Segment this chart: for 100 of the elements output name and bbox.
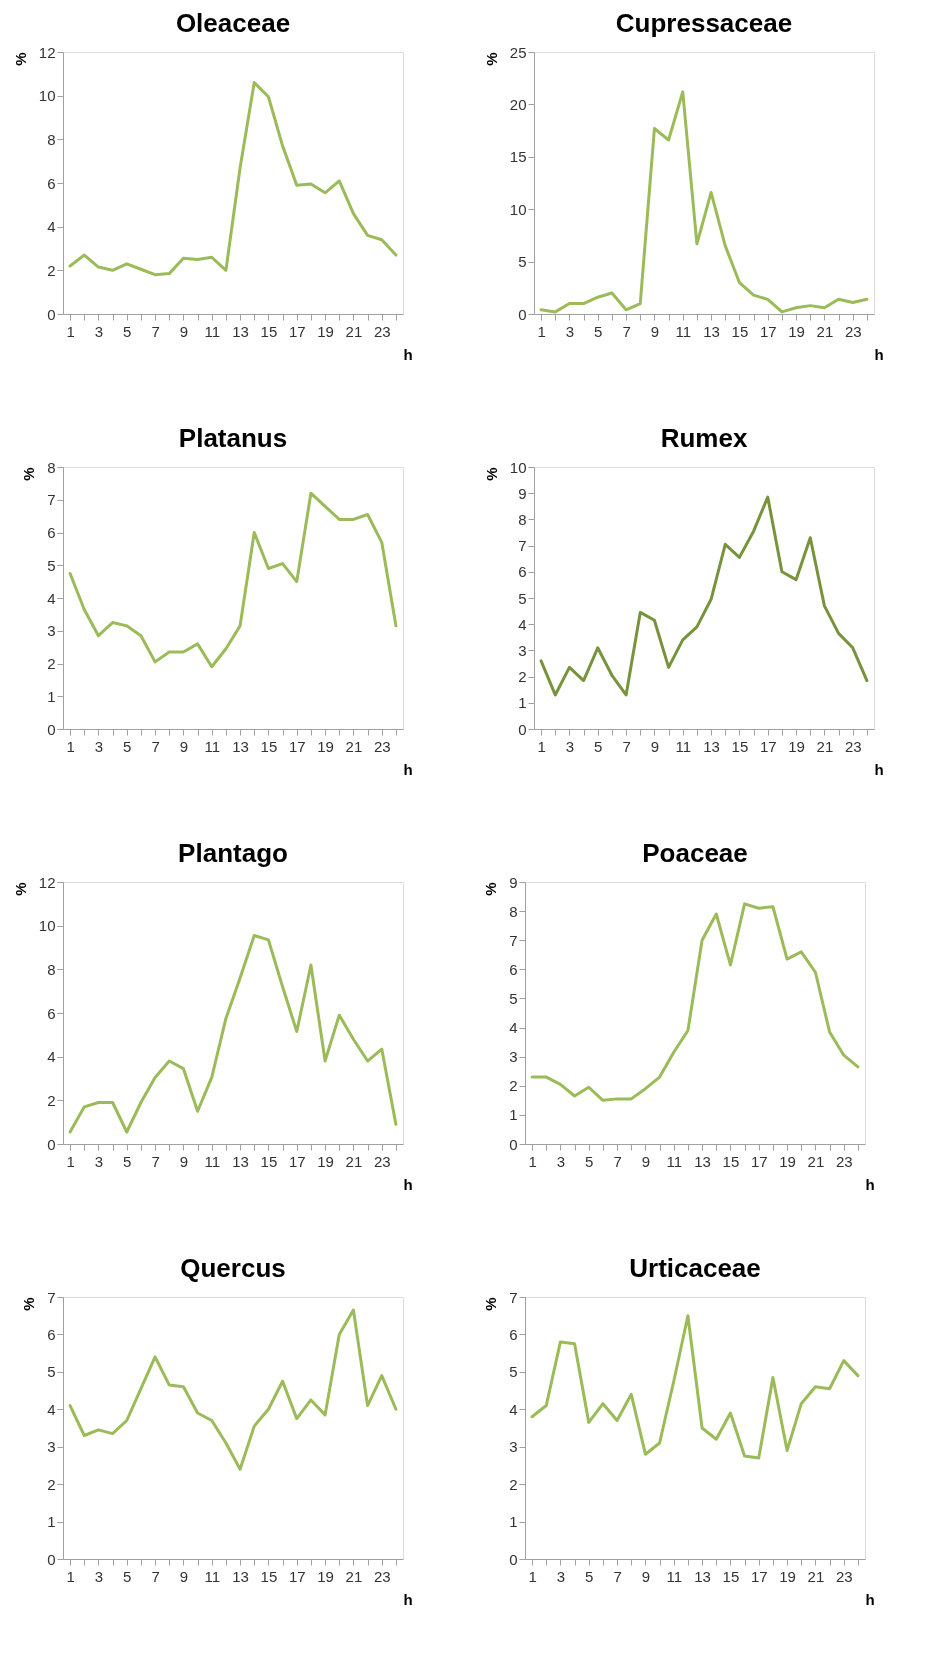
y-tick-label: 12 xyxy=(38,873,56,891)
y-tick-label: 1 xyxy=(47,687,56,705)
line-series xyxy=(68,933,398,1134)
x-tick-label: 5 xyxy=(123,737,132,755)
y-tick-label: 3 xyxy=(509,1048,518,1066)
y-tick-label: 7 xyxy=(47,491,56,509)
y-tick-label: 3 xyxy=(509,1438,518,1456)
y-tick-label: 6 xyxy=(47,1004,56,1022)
x-tick-label: 23 xyxy=(844,322,862,340)
x-tick-label: 13 xyxy=(232,322,249,340)
x-tick-label: 7 xyxy=(622,322,631,340)
x-tick-label: 7 xyxy=(151,1567,160,1585)
x-tick-label: 1 xyxy=(66,322,75,340)
x-tick-label: 3 xyxy=(556,1567,566,1585)
x-tick-label: 19 xyxy=(788,322,805,340)
chart-title: Oleaceae xyxy=(175,8,291,38)
x-tick-label: 3 xyxy=(565,737,575,755)
y-axis-title: % xyxy=(482,882,500,896)
y-tick-label: 8 xyxy=(47,458,56,476)
x-tick-label: 23 xyxy=(373,1152,391,1170)
chart-title: Rumex xyxy=(660,423,748,453)
x-tick-label: 13 xyxy=(703,737,720,755)
x-tick-label: 17 xyxy=(288,737,306,755)
y-tick-label: 8 xyxy=(518,510,527,528)
y-tick-label: 2 xyxy=(47,1091,56,1109)
y-tick-label: 10 xyxy=(509,200,527,218)
x-tick-label: 1 xyxy=(66,1567,75,1585)
x-tick-label: 9 xyxy=(650,737,660,755)
x-tick-label: 23 xyxy=(844,737,862,755)
line-series xyxy=(68,81,398,277)
chart-title: Plantago xyxy=(178,838,288,868)
y-tick-label: 2 xyxy=(47,655,56,672)
line-series xyxy=(530,1314,860,1460)
y-tick-label: 12 xyxy=(38,43,56,61)
x-tick-label: 17 xyxy=(288,1152,306,1170)
x-tick-label: 11 xyxy=(666,1567,683,1585)
x-tick-label: 5 xyxy=(594,737,603,755)
x-tick-label: 9 xyxy=(641,1567,651,1585)
y-tick-label: 2 xyxy=(509,1475,518,1493)
y-tick-label: 4 xyxy=(47,1048,56,1066)
chart-title: Urticaceae xyxy=(629,1253,761,1283)
x-tick-label: 17 xyxy=(759,322,777,340)
x-axis-title: h xyxy=(403,345,413,363)
y-tick-label: 0 xyxy=(47,1550,56,1568)
x-tick-label: 15 xyxy=(260,1152,278,1170)
x-tick-label: 15 xyxy=(731,737,749,755)
y-axis-title: % xyxy=(482,467,500,481)
x-tick-label: 21 xyxy=(345,1152,363,1170)
line-series xyxy=(539,495,869,697)
chart-title: Poaceae xyxy=(642,838,748,868)
y-tick-label: 6 xyxy=(47,1325,56,1343)
y-tick-label: 3 xyxy=(518,641,527,659)
x-tick-label: 3 xyxy=(94,322,104,340)
y-tick-label: 7 xyxy=(509,1288,518,1306)
x-tick-label: 23 xyxy=(373,1567,391,1585)
y-tick-label: 20 xyxy=(509,95,527,113)
chart-title: Platanus xyxy=(178,423,288,453)
x-tick-label: 9 xyxy=(179,737,189,755)
x-tick-label: 5 xyxy=(123,1152,132,1170)
x-tick-label: 15 xyxy=(731,322,749,340)
x-tick-label: 23 xyxy=(835,1152,853,1170)
x-tick-label: 9 xyxy=(650,322,660,340)
x-tick-label: 19 xyxy=(788,737,805,755)
x-tick-label: 11 xyxy=(204,1567,221,1585)
x-tick-label: 9 xyxy=(179,1567,189,1585)
x-tick-label: 1 xyxy=(66,737,75,755)
y-tick-label: 4 xyxy=(518,615,527,633)
y-tick-label: 0 xyxy=(518,720,527,738)
x-tick-label: 5 xyxy=(594,322,603,340)
line-series xyxy=(539,90,869,314)
x-tick-label: 17 xyxy=(750,1152,768,1170)
y-tick-label: 3 xyxy=(47,1438,56,1456)
x-tick-label: 1 xyxy=(537,322,546,340)
x-tick-label: 21 xyxy=(807,1152,825,1170)
x-axis-title: h xyxy=(403,1590,413,1608)
x-tick-label: 7 xyxy=(622,737,631,755)
x-axis-title: h xyxy=(874,345,884,363)
y-axis-title: % xyxy=(482,1297,500,1311)
y-tick-label: 10 xyxy=(38,917,56,935)
y-tick-label: 9 xyxy=(509,873,518,891)
y-tick-label: 7 xyxy=(509,931,518,949)
y-tick-label: 5 xyxy=(47,1363,56,1381)
y-tick-label: 6 xyxy=(518,563,527,581)
y-tick-label: 0 xyxy=(47,305,56,323)
x-tick-label: 7 xyxy=(613,1567,622,1585)
y-tick-label: 1 xyxy=(518,694,527,712)
y-tick-label: 6 xyxy=(47,524,56,541)
x-tick-label: 19 xyxy=(317,322,334,340)
x-tick-label: 15 xyxy=(260,737,278,755)
y-tick-label: 1 xyxy=(47,1513,56,1531)
x-tick-label: 11 xyxy=(204,1152,221,1170)
x-axis-title: h xyxy=(874,760,884,778)
y-tick-label: 6 xyxy=(509,960,518,978)
x-tick-label: 15 xyxy=(260,322,278,340)
y-tick-label: 4 xyxy=(509,1400,518,1418)
y-tick-label: 5 xyxy=(509,1363,518,1381)
y-tick-label: 5 xyxy=(518,589,527,607)
x-tick-label: 9 xyxy=(179,322,189,340)
x-tick-label: 13 xyxy=(232,1152,249,1170)
y-tick-label: 1 xyxy=(509,1106,518,1124)
